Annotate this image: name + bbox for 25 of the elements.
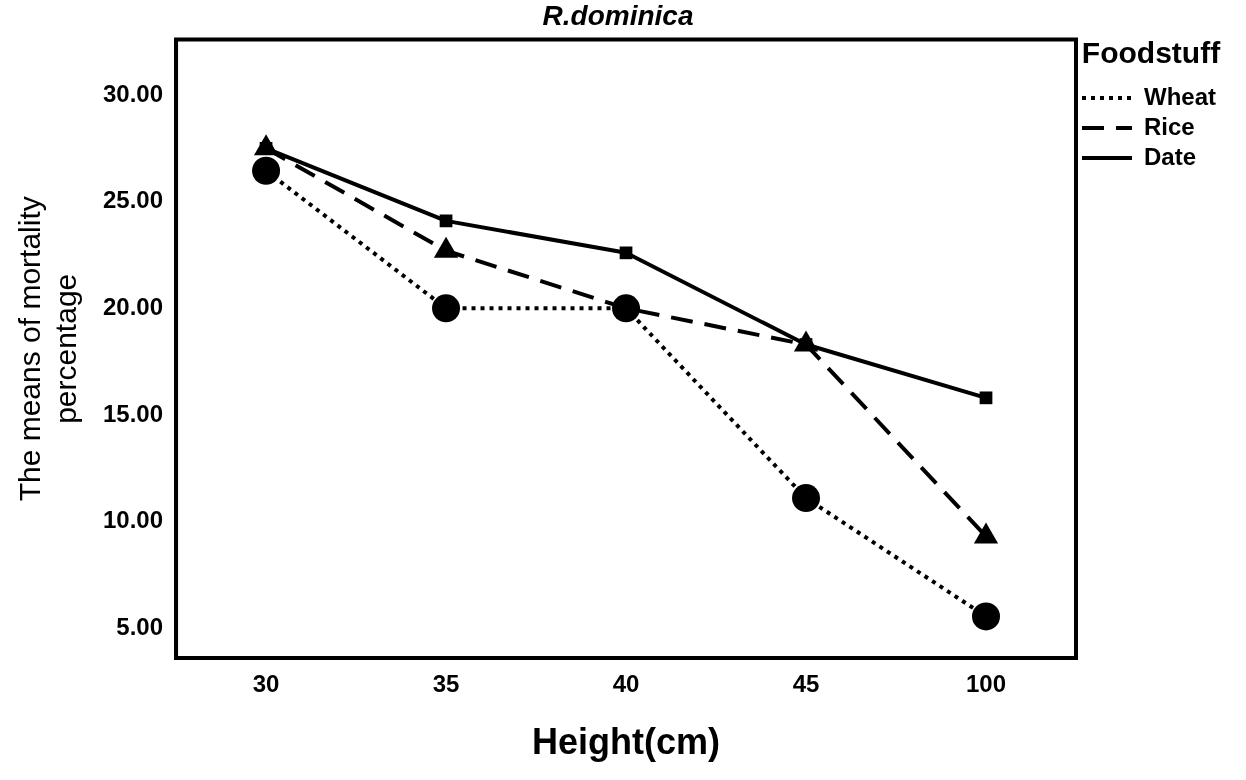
legend-label: Date <box>1144 142 1197 170</box>
point <box>432 294 461 323</box>
point <box>439 214 453 228</box>
legend-label: Rice <box>1144 112 1195 140</box>
y-tick-label: 10.00 <box>103 506 164 534</box>
y-tick-label: 15.00 <box>103 399 164 427</box>
legend-label: Wheat <box>1144 82 1217 110</box>
point <box>619 246 633 260</box>
y-tick-label: 30.00 <box>103 79 164 107</box>
y-axis-title: The means of mortality percentage <box>13 196 83 502</box>
point <box>792 484 821 513</box>
point <box>979 391 993 405</box>
x-tick-label: 35 <box>432 670 460 698</box>
x-tick-label: 30 <box>252 670 280 698</box>
y-tick-label: 25.00 <box>103 186 164 214</box>
x-tick-label: 40 <box>612 670 640 698</box>
point <box>972 602 1001 631</box>
x-axis-title: Height(cm) <box>532 721 721 763</box>
x-tick-label: 100 <box>965 670 1007 698</box>
y-tick-label: 20.00 <box>103 292 164 320</box>
y-tick-label: 5.00 <box>116 612 164 640</box>
point <box>252 156 281 185</box>
x-tick-label: 45 <box>792 670 820 698</box>
chart-title: R.dominica <box>542 0 694 31</box>
legend-title: Foodstuff <box>1081 36 1222 70</box>
